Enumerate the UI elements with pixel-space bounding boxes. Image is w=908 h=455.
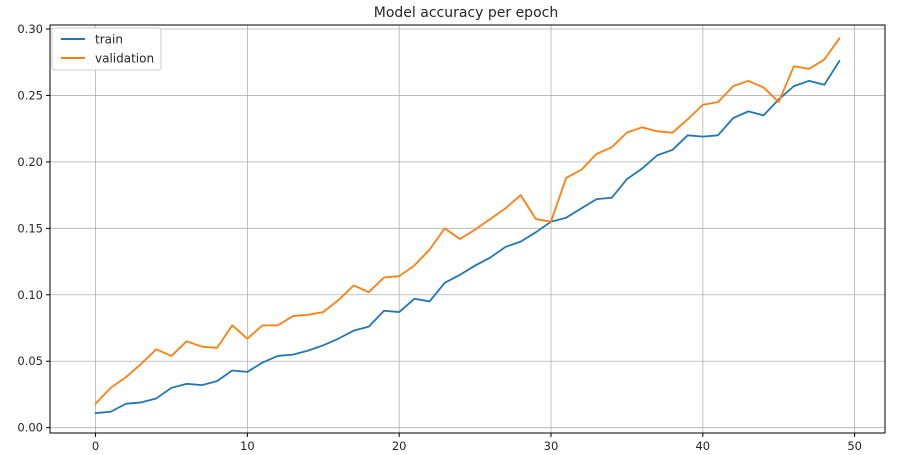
chart-title: Model accuracy per epoch xyxy=(374,5,558,21)
x-tick-label: 50 xyxy=(847,439,862,453)
x-tick-label: 30 xyxy=(544,439,559,453)
y-tick-label: 0.25 xyxy=(17,88,43,102)
series-line-train xyxy=(94,59,841,414)
y-tick-label: 0.10 xyxy=(17,288,43,302)
series-line-validation xyxy=(94,37,841,405)
y-tick-label: 0.05 xyxy=(17,354,43,368)
plot-frame xyxy=(49,24,886,434)
x-tick-label: 0 xyxy=(92,439,99,453)
x-tick-label: 40 xyxy=(695,439,710,453)
y-tick-label: 0.20 xyxy=(17,155,43,169)
y-tick-label: 0.00 xyxy=(17,421,43,435)
legend: train validation xyxy=(51,27,162,71)
axis-ticks: 0 10 20 30 40 50 0.00 0.05 0.10 0.15 0.20 0.25 0.30 xyxy=(17,22,862,453)
legend-label-validation: validation xyxy=(95,52,154,66)
y-tick-label: 0.15 xyxy=(17,221,43,235)
legend-label-train: train xyxy=(95,33,123,47)
x-tick-label: 20 xyxy=(392,439,407,453)
x-tick-label: 10 xyxy=(240,439,255,453)
y-tick-label: 0.30 xyxy=(17,22,43,36)
grid-lines xyxy=(50,25,885,433)
series-lines xyxy=(94,37,841,414)
